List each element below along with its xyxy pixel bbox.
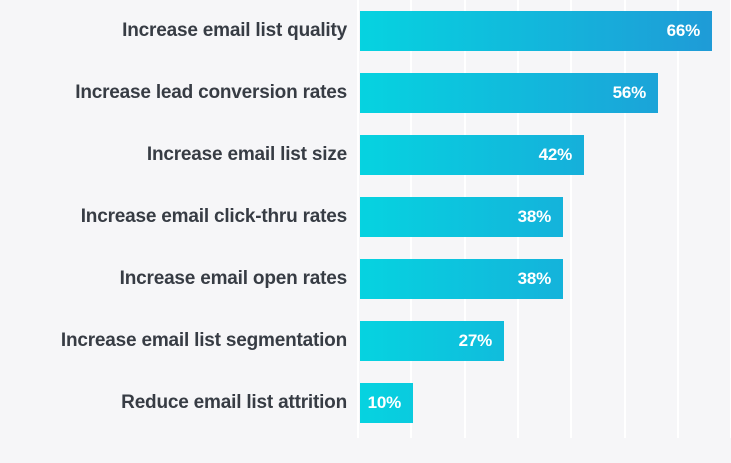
bar: 27%	[360, 321, 504, 361]
bar: 38%	[360, 259, 563, 299]
value-label: 42%	[538, 145, 573, 164]
bar: 66%	[360, 11, 712, 51]
category-label: Increase email list quality	[122, 20, 347, 41]
value-label: 27%	[458, 331, 493, 350]
bar-track: 66%	[360, 11, 712, 51]
bar-row: Increase email list quality 66%	[0, 0, 712, 62]
bar-row: Reduce email list attrition 10%	[0, 372, 712, 434]
category-label: Increase email open rates	[119, 268, 348, 289]
bar-row: Increase email click-thru rates 38%	[0, 186, 712, 248]
value-label: 38%	[517, 269, 552, 288]
category-label: Increase email list size	[146, 144, 347, 165]
category-label: Reduce email list attrition	[121, 392, 347, 413]
bar-row: Increase email open rates 38%	[0, 248, 712, 310]
bar: 42%	[360, 135, 584, 175]
gridline	[677, 0, 679, 438]
category-label: Increase lead conversion rates	[75, 82, 347, 103]
bar-row: Increase email list size 42%	[0, 124, 712, 186]
bar-track: 38%	[360, 259, 563, 299]
bar-track: 27%	[360, 321, 504, 361]
bar: 10%	[360, 383, 413, 423]
bar-track: 10%	[360, 383, 413, 423]
bar: 56%	[360, 73, 658, 113]
gridline	[357, 0, 359, 438]
gridline	[624, 0, 626, 438]
category-label: Increase email list segmentation	[60, 330, 347, 351]
value-label: 66%	[666, 21, 701, 40]
bar-track: 38%	[360, 197, 563, 237]
gridline	[570, 0, 572, 438]
bar-track: 56%	[360, 73, 658, 113]
value-label: 56%	[612, 83, 647, 102]
category-label: Increase email click-thru rates	[80, 206, 347, 227]
value-label: 10%	[367, 393, 402, 412]
bar-row: Increase email list segmentation 27%	[0, 310, 712, 372]
bar-row: Increase lead conversion rates 56%	[0, 62, 712, 124]
bar-track: 42%	[360, 135, 584, 175]
bar-rows: Increase email list quality 66% Increase…	[0, 0, 712, 434]
value-label: 38%	[517, 207, 552, 226]
bar: 38%	[360, 197, 563, 237]
